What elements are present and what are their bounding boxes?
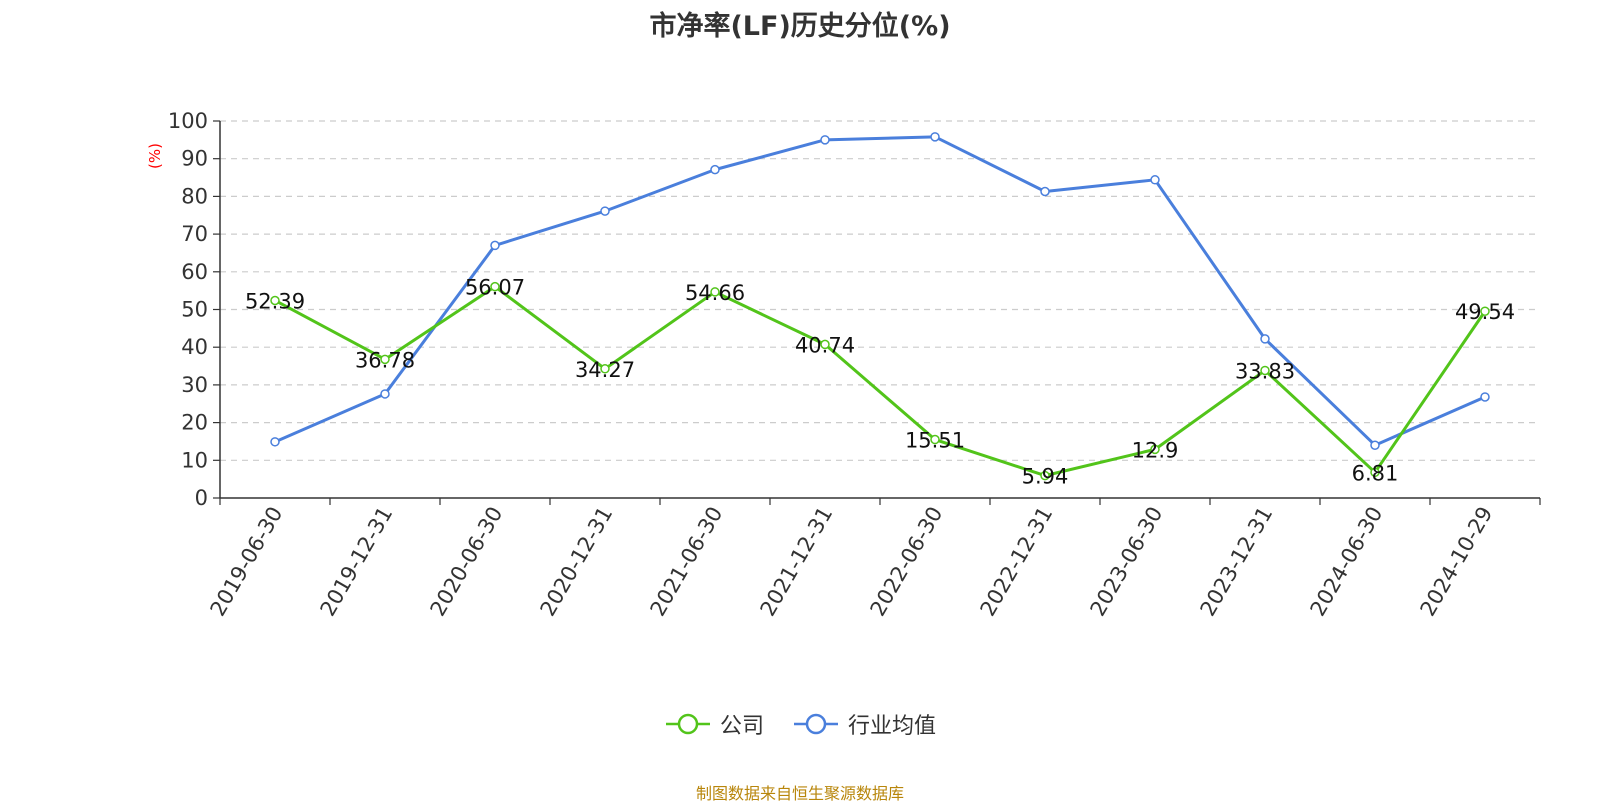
legend-marker-company [665,713,710,735]
legend-label-industry-average: 行业均值 [848,714,937,739]
data-point [930,434,940,445]
x-tick-label: 2022-06-30 [866,503,948,621]
data-point [1370,440,1380,450]
x-tick-label: 2020-12-31 [536,503,618,621]
data-point [1260,334,1270,344]
data-point [1480,392,1490,402]
data-label: 56.07 [465,276,525,300]
data-point [820,339,830,350]
data-label: 12.9 [1132,438,1179,462]
y-tick-label: 100 [168,109,208,133]
data-point [600,206,610,216]
y-tick-label: 90 [181,147,208,171]
y-tick-label: 50 [181,298,208,322]
y-tick-label: 30 [181,373,208,397]
data-point [490,240,500,251]
y-tick-label: 40 [181,335,208,359]
y-tick-label: 80 [181,184,208,208]
series-lines [270,132,1490,481]
data-label: 40.74 [795,333,855,357]
x-tick-label: 2019-06-30 [206,503,288,621]
legend-marker-industry-average [794,713,838,735]
data-label: 52.39 [245,289,305,313]
x-tick-label: 2023-12-31 [1196,503,1278,621]
data-label: 33.83 [1235,359,1295,383]
data-point [1480,306,1490,316]
source-note: 制图数据来自恒生聚源数据库 [695,784,904,803]
data-point [1040,186,1050,197]
x-tick-label: 2024-06-30 [1306,503,1388,621]
data-point [930,132,940,142]
data-label: 5.94 [1022,465,1069,489]
data-point [710,287,720,297]
legend: 公司 行业均值 [0,708,1600,740]
x-tick-label: 2021-06-30 [646,503,728,621]
y-tick-label: 60 [181,260,208,284]
x-tick-label: 2019-12-31 [316,503,398,621]
data-point [1150,444,1160,455]
y-tick-label: 70 [181,222,208,246]
data-point [490,281,500,292]
data-point [270,295,280,306]
legend-item-industry-average[interactable]: 行业均值 [792,708,936,740]
grid-lines [220,120,1540,461]
data-label: 49.54 [1455,300,1515,324]
data-point [710,164,720,175]
data-labels: 52.39 36.78 56.07 34.27 54.66 40.74 15.51 5.94 1… [245,276,1515,489]
legend-label-company: 公司 [719,714,764,739]
data-point [1150,175,1160,185]
data-point [1260,365,1270,376]
data-label: 15.51 [905,429,965,453]
x-tick-label: 2021-12-31 [756,503,838,621]
data-point [380,389,390,399]
x-tick-label: 2022-12-31 [976,503,1058,621]
y-axis-label: (%) [146,143,164,169]
data-point [270,437,280,447]
data-label: 34.27 [575,358,635,382]
data-point [600,364,610,374]
x-tick-label: 2024-10-29 [1416,503,1498,621]
y-tick-label: 0 [195,486,208,510]
data-label: 36.78 [355,348,415,372]
legend-item-company[interactable]: 公司 [664,708,764,740]
y-tick-label: 10 [181,448,208,472]
series-line [274,285,1487,478]
data-point [820,135,830,145]
data-label: 54.66 [685,281,745,305]
data-point [1370,467,1380,478]
y-tick-label: 20 [181,411,208,435]
chart-title: 市净率(LF)历史分位(%) [649,11,951,42]
x-tick-label: 2023-06-30 [1086,503,1168,621]
data-point [380,354,390,365]
data-label: 6.81 [1352,461,1399,485]
series-line [274,135,1486,447]
data-point [1040,470,1050,481]
x-tick-label: 2020-06-30 [426,503,508,621]
